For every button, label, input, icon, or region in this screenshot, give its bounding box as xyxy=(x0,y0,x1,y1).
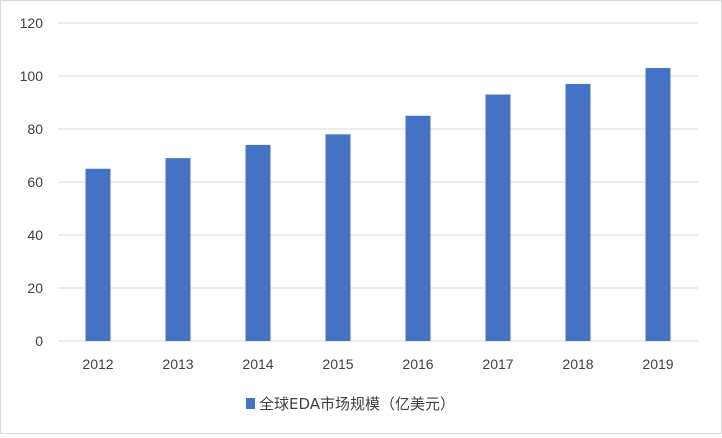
x-tick-label: 2013 xyxy=(162,356,193,372)
legend-swatch xyxy=(246,398,255,409)
bar-2014 xyxy=(245,144,271,341)
x-tick-label: 2015 xyxy=(322,356,353,372)
x-tick-label: 2018 xyxy=(562,356,593,372)
x-tick-label: 2014 xyxy=(242,356,273,372)
bar-2012 xyxy=(85,168,111,341)
bar-2016 xyxy=(405,115,431,341)
gridlines xyxy=(58,22,698,342)
bar-2018 xyxy=(565,83,591,341)
y-axis-ticks: 0 20 40 60 80 100 120 xyxy=(20,15,44,349)
y-tick-label: 80 xyxy=(27,121,43,137)
x-tick-label: 2019 xyxy=(642,356,673,372)
x-tick-label: 2016 xyxy=(402,356,433,372)
x-tick-label: 2017 xyxy=(482,356,513,372)
y-tick-label: 120 xyxy=(20,15,44,31)
x-tick-label: 2012 xyxy=(82,356,113,372)
legend: 全球EDA市场规模（亿美元） xyxy=(246,395,455,413)
bars xyxy=(85,68,671,342)
y-tick-label: 100 xyxy=(20,68,44,84)
y-tick-label: 40 xyxy=(27,227,43,243)
bar-2015 xyxy=(325,134,351,341)
bar-2013 xyxy=(165,158,191,341)
y-tick-label: 60 xyxy=(27,174,43,190)
y-tick-label: 0 xyxy=(35,333,43,349)
legend-label: 全球EDA市场规模（亿美元） xyxy=(259,395,455,413)
y-tick-label: 20 xyxy=(27,280,43,296)
bar-2019 xyxy=(645,68,671,342)
bar-2017 xyxy=(485,94,511,341)
x-axis-ticks: 2012 2013 2014 2015 2016 2017 2018 2019 xyxy=(82,356,673,372)
